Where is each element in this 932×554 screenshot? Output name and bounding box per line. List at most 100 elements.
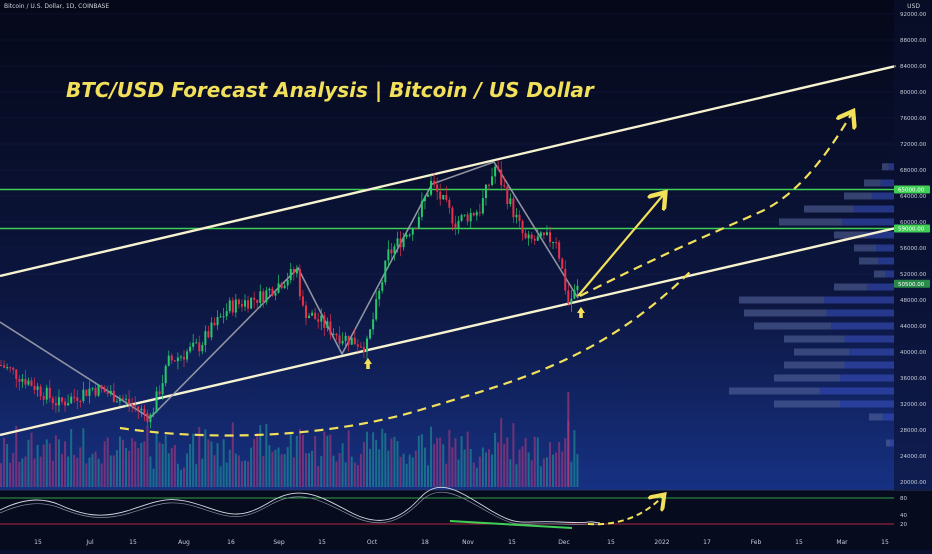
candle-body <box>15 369 18 380</box>
volume-bar <box>164 435 167 487</box>
candle-body <box>536 236 539 241</box>
candle-body <box>311 312 314 316</box>
candle-body <box>48 387 51 399</box>
volume-bar <box>378 449 381 487</box>
candle-body <box>451 207 454 224</box>
candle-body <box>350 337 353 345</box>
candle-body <box>201 345 204 352</box>
candle-body <box>570 298 573 304</box>
profile-bar <box>853 205 894 213</box>
candle-body <box>515 214 518 218</box>
volume-bar <box>524 437 527 487</box>
volume-bar <box>131 438 134 487</box>
candle-body <box>305 305 307 319</box>
candle-body <box>326 321 329 329</box>
profile-bar <box>774 400 840 408</box>
volume-bar <box>335 461 338 487</box>
profile-bar <box>882 163 889 171</box>
volume-bar <box>15 425 18 487</box>
candle-body <box>228 300 231 312</box>
volume-bar <box>27 439 30 487</box>
candle-body <box>500 169 503 186</box>
volume-bar <box>137 447 140 487</box>
candle-body <box>94 387 97 396</box>
candle-body <box>192 342 195 347</box>
volume-bar <box>213 455 216 487</box>
volume-bar <box>82 428 85 487</box>
candle-body <box>558 242 561 259</box>
candle-body <box>140 408 143 411</box>
volume-bar <box>237 455 240 487</box>
volume-bar <box>417 435 420 487</box>
x-tick-label: 15 <box>34 539 42 546</box>
candle-body <box>51 398 54 404</box>
volume-bar <box>442 444 445 487</box>
price-label-box <box>894 279 930 288</box>
candle-body <box>314 312 317 320</box>
volume-bar <box>448 429 451 487</box>
volume-bar <box>359 453 362 487</box>
candle-body <box>112 390 115 402</box>
volume-bar <box>228 449 231 487</box>
candle-body <box>518 214 521 221</box>
profile-bar <box>849 348 894 356</box>
volume-bar <box>51 460 54 487</box>
volume-bar <box>356 465 359 487</box>
up-arrow-icon <box>577 307 585 318</box>
profile-bar <box>888 163 894 171</box>
y-tick-label: 24000.00 <box>900 454 927 460</box>
y-tick-label: 92000.00 <box>900 12 927 18</box>
profile-bar <box>886 439 891 447</box>
candle-body <box>298 268 301 297</box>
currency-label: USD <box>907 3 920 10</box>
candle-body <box>384 260 387 283</box>
volume-bar <box>45 439 48 487</box>
candle-body <box>454 223 457 228</box>
candle-body <box>253 297 256 300</box>
volume-bar <box>289 431 292 487</box>
candle-body <box>30 380 33 386</box>
volume-bar <box>329 434 332 487</box>
volume-bar <box>536 437 539 487</box>
candle-body <box>329 321 332 335</box>
candle-body <box>457 220 460 228</box>
volume-profile <box>729 163 894 447</box>
volume-bar <box>179 469 182 487</box>
volume-bar <box>375 439 378 487</box>
up-arrow-icon <box>364 358 372 369</box>
volume-bar <box>478 456 481 487</box>
volume-bar <box>305 453 307 487</box>
x-tick-label: 15 <box>607 539 615 546</box>
volume-bar <box>341 443 344 487</box>
profile-bar <box>794 348 849 356</box>
y-tick-label: 32000.00 <box>900 402 927 408</box>
price-label-text: 65000.00 <box>898 188 925 194</box>
candle-body <box>381 282 384 291</box>
volume-bar <box>67 456 70 487</box>
candle-body <box>497 166 500 170</box>
candle-body <box>115 401 118 403</box>
volume-bar <box>128 450 131 487</box>
volume-bar <box>298 428 301 487</box>
volume-bar <box>326 435 329 487</box>
candle-body <box>402 236 405 248</box>
price-label-box <box>894 185 930 194</box>
volume-bar <box>387 450 390 487</box>
volume-bar <box>155 431 158 487</box>
volume-bar <box>545 457 548 487</box>
volume-bar <box>76 458 79 487</box>
price-label-box <box>894 224 930 233</box>
y-tick-label: 48000.00 <box>900 298 927 304</box>
candle-body <box>545 232 548 236</box>
volume-bar <box>344 462 347 487</box>
candle-body <box>359 346 362 348</box>
candle-body <box>271 288 274 296</box>
candle-body <box>567 290 570 304</box>
profile-bar <box>744 309 827 317</box>
candle-body <box>0 365 2 366</box>
volume-bar <box>70 429 73 487</box>
candle-body <box>375 299 378 320</box>
candle-body <box>161 383 164 395</box>
candle-body <box>484 184 487 199</box>
